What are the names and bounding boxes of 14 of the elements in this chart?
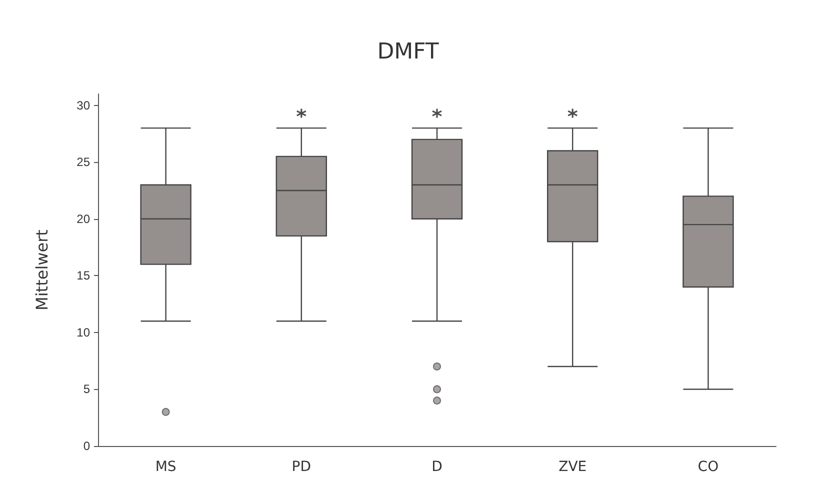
y-tick-label: 15 bbox=[76, 268, 90, 283]
y-axis-title: Mittelwert bbox=[32, 230, 52, 310]
y-tick-label: 10 bbox=[76, 325, 90, 340]
x-tick-label: ZVE bbox=[558, 459, 587, 475]
x-tick-label: MS bbox=[155, 459, 176, 475]
chart-title: DMFT bbox=[377, 40, 440, 64]
x-tick-label: PD bbox=[292, 459, 312, 475]
y-tick-label: 25 bbox=[76, 155, 90, 170]
y-tick-label: 30 bbox=[76, 98, 90, 112]
x-tick-label: D bbox=[432, 459, 442, 475]
y-tick-label: 0 bbox=[83, 439, 90, 453]
x-tick-label: CO bbox=[698, 459, 719, 475]
y-tick-label: 5 bbox=[83, 382, 90, 396]
y-tick-label: 20 bbox=[76, 212, 90, 226]
